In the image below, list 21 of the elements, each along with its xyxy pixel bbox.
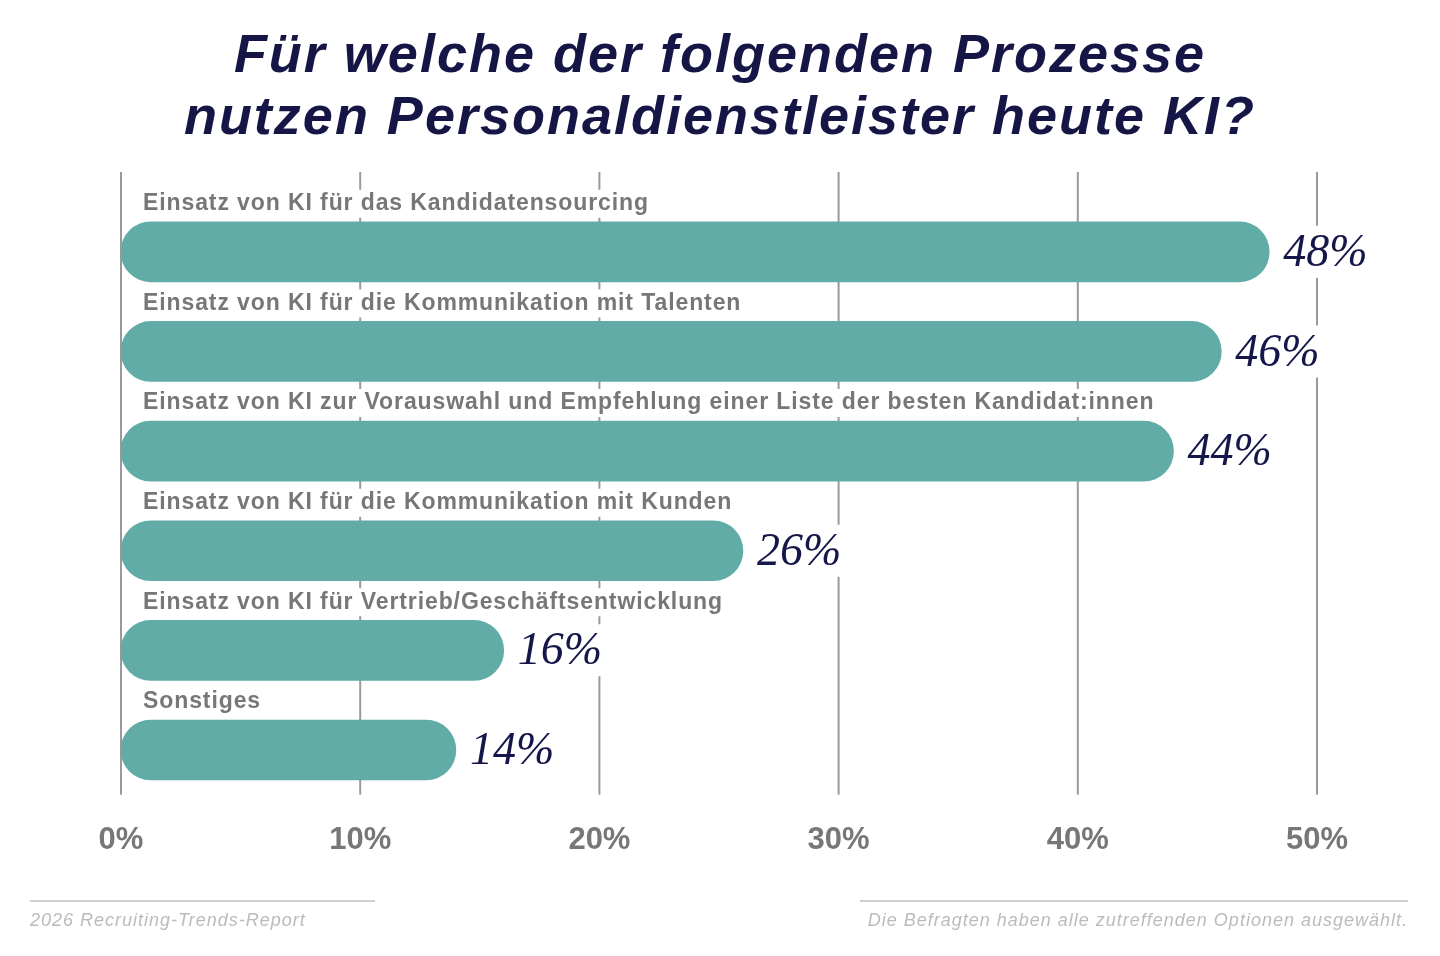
y-tick-label: Einsatz von KI zur Vorauswahl und Empfehlung einer Liste der besten Kandidat:innen — [143, 388, 1155, 415]
y-tick-label: Sonstiges — [143, 687, 262, 714]
data-label: 26% — [756, 523, 842, 575]
data-label: 16% — [517, 623, 603, 675]
x-tick-label: 50% — [1285, 820, 1349, 856]
x-tick-label: 20% — [568, 820, 631, 856]
y-tick-label: Einsatz von KI für Vertrieb/Geschäftsentwicklung — [143, 587, 723, 614]
data-label: 48% — [1283, 224, 1368, 276]
chart-title: Für welche der folgenden Prozesse nutzen Personaldienstleister heute KI? — [182, 22, 1258, 146]
x-tick-label: 30% — [807, 820, 870, 856]
data-label: 46% — [1235, 324, 1320, 376]
x-tick-label: 0% — [98, 820, 144, 856]
x-tick-label: 40% — [1046, 820, 1109, 856]
y-tick-label: Einsatz von KI für die Kommunikation mit Kunden — [143, 488, 733, 515]
y-tick-label: Einsatz von KI für das Kandidatensourcing — [143, 189, 649, 216]
text: Die Befragten haben alle zutreffenden Optionen ausgewählt. — [867, 910, 1408, 931]
x-tick-label: 10% — [329, 820, 392, 856]
data-label: 14% — [469, 723, 555, 775]
y-tick-label: Einsatz von KI für die Kommunikation mit Talenten — [143, 288, 742, 315]
text: 2026 Recruiting-Trends-Report — [30, 910, 306, 931]
data-label: 44% — [1187, 424, 1272, 476]
